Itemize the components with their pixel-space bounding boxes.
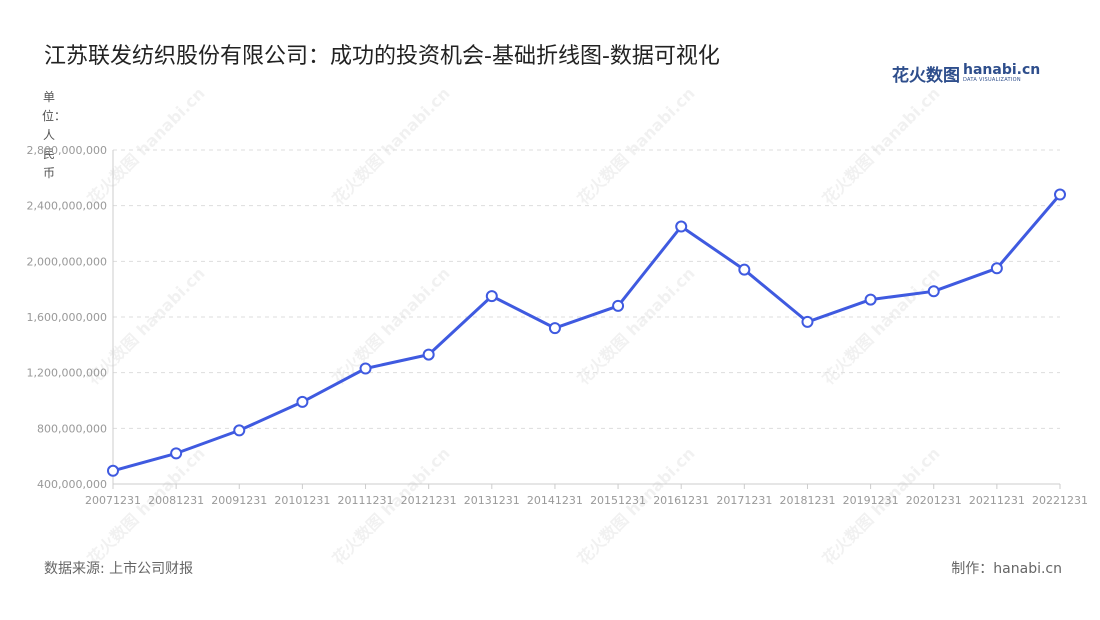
data-point — [170, 447, 183, 460]
data-point — [359, 362, 372, 375]
data-point — [675, 220, 688, 233]
data-point — [548, 322, 561, 335]
credit-note: 制作：hanabi.cn — [951, 561, 1062, 577]
series-layer — [107, 188, 1066, 477]
x-tick-label: 20211231 — [969, 494, 1025, 507]
x-tick-label: 20191231 — [843, 494, 899, 507]
watermark-text: 花火数图 hanabi.cn — [819, 264, 944, 389]
data-point — [612, 299, 625, 312]
y-tick-label: 400,000,000 — [37, 478, 107, 491]
data-point — [864, 293, 877, 306]
x-tick-label: 20101231 — [274, 494, 330, 507]
watermark-text: 花火数图 hanabi.cn — [819, 84, 944, 209]
x-tick-label: 20121231 — [401, 494, 457, 507]
data-point — [107, 464, 119, 477]
data-point — [990, 262, 1003, 275]
y-tick-label: 1,600,000,000 — [27, 311, 107, 324]
x-tick-label: 20141231 — [527, 494, 583, 507]
x-tick-label: 20091231 — [211, 494, 267, 507]
x-tick-label: 20081231 — [148, 494, 204, 507]
chart-title: 江苏联发纺织股份有限公司：成功的投资机会-基础折线图-数据可视化 — [44, 44, 720, 69]
logo-sub-text: DATA VISUALIZATION — [963, 77, 1021, 83]
x-tick-label: 20131231 — [464, 494, 520, 507]
x-tick-label: 20181231 — [779, 494, 835, 507]
logo-en-text: hanabi.cn — [963, 62, 1041, 78]
data-point — [296, 395, 309, 408]
logo-cn-text: 花火数图 — [892, 65, 960, 86]
series-line — [112, 193, 1062, 473]
x-tick-label: 20111231 — [338, 494, 394, 507]
x-tick-label: 20201231 — [906, 494, 962, 507]
watermark-text: 花火数图 hanabi.cn — [329, 84, 454, 209]
y-tick-label: 2,400,000,000 — [27, 200, 107, 213]
watermark-text: 花火数图 hanabi.cn — [574, 84, 699, 209]
data-point — [927, 285, 940, 298]
x-tick-label: 20161231 — [653, 494, 709, 507]
y-tick-label: 2,800,000,000 — [27, 144, 107, 157]
y-tick-label: 800,000,000 — [37, 422, 107, 435]
data-point — [738, 263, 751, 276]
data-point — [801, 315, 814, 328]
x-tick-label: 20171231 — [716, 494, 772, 507]
x-tick-labels: 20071231 20081231 20091231 20101231 20111231… — [85, 484, 1088, 507]
y-tick-label: 2,000,000,000 — [27, 255, 107, 268]
watermark-text: 花火数图 hanabi.cn — [329, 264, 454, 389]
x-tick-label: 20151231 — [590, 494, 646, 507]
data-point — [233, 424, 246, 437]
data-point — [1054, 188, 1066, 201]
data-point — [422, 348, 435, 361]
data-point — [485, 290, 498, 303]
x-tick-label: 20221231 — [1032, 494, 1088, 507]
x-tick-label: 20071231 — [85, 494, 141, 507]
y-tick-labels: 400,000,000 800,000,000 1,200,000,000 1,600… — [27, 144, 107, 491]
data-source-note: 数据来源: 上市公司财报 — [44, 561, 194, 577]
y-tick-label: 1,200,000,000 — [27, 367, 107, 380]
brand-logo: 花火数图 hanabi.cn DATA VISUALIZATION — [892, 60, 1040, 86]
